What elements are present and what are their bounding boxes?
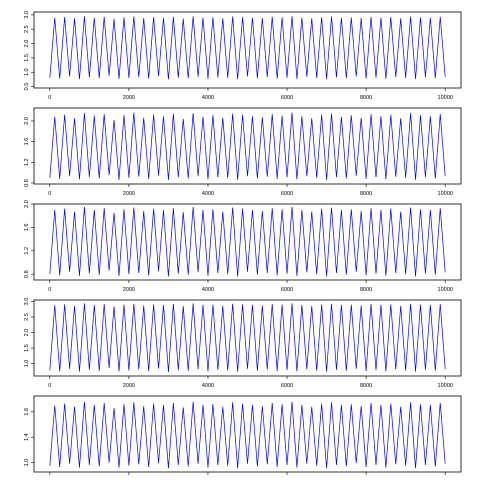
plot-frame	[33, 203, 462, 281]
x-tick-label: 4000	[202, 95, 214, 101]
x-tick-label: 2000	[123, 383, 135, 389]
y-tick-label: 2.0	[24, 329, 30, 337]
trace-line	[49, 206, 446, 277]
x-tick-label: 0	[48, 191, 51, 197]
y-tick-label: 1.0	[24, 68, 30, 76]
x-tick-label: 4000	[202, 383, 214, 389]
plot-frame	[33, 11, 462, 89]
y-tick-label: 2.0	[24, 40, 30, 48]
x-tick-label: 10000	[438, 383, 453, 389]
x-tick-label: 10000	[438, 191, 453, 197]
y-tick-label: 2.5	[24, 25, 30, 33]
x-tick-label: 8000	[360, 95, 372, 101]
y-tick-label: 1.0	[24, 360, 30, 368]
y-tick-label: 1.6	[24, 138, 30, 146]
y-tick-label: 1.2	[24, 247, 30, 255]
x-tick-label: 2000	[123, 95, 135, 101]
plot-frame	[33, 107, 462, 185]
x-tick-label: 6000	[281, 287, 293, 293]
x-tick-label: 8000	[360, 383, 372, 389]
trace-line	[49, 112, 446, 180]
y-tick-label: 1.5	[24, 54, 30, 62]
y-tick-label: 0.8	[24, 270, 30, 278]
y-tick-label: 1.5	[24, 344, 30, 352]
x-tick-label: 4000	[202, 287, 214, 293]
y-tick-label: 1.4	[24, 433, 30, 441]
y-tick-label: 1.0	[24, 459, 30, 467]
x-tick-label: 8000	[360, 287, 372, 293]
x-tick-label: 0	[48, 383, 51, 389]
trace-line	[49, 303, 446, 372]
x-tick-label: 10000	[438, 95, 453, 101]
x-tick-label: 10000	[438, 287, 453, 293]
plot-frame	[33, 299, 462, 377]
x-tick-label: 2000	[123, 287, 135, 293]
y-tick-label: 2.5	[24, 313, 30, 321]
y-tick-label: 1.6	[24, 224, 30, 232]
x-tick-label: 6000	[281, 383, 293, 389]
plot-frame	[33, 395, 462, 473]
x-tick-label: 6000	[281, 95, 293, 101]
x-tick-label: 8000	[360, 191, 372, 197]
y-tick-label: 3.0	[24, 298, 30, 306]
y-tick-label: 2.0	[24, 117, 30, 125]
x-tick-label: 2000	[123, 191, 135, 197]
y-tick-label: 3.0	[24, 11, 30, 19]
y-tick-label: 1.2	[24, 158, 30, 166]
x-tick-label: 0	[48, 287, 51, 293]
trace-line	[49, 401, 446, 469]
x-tick-label: 0	[48, 95, 51, 101]
x-tick-label: 6000	[281, 191, 293, 197]
y-tick-label: 0.8	[24, 179, 30, 187]
y-tick-label: 2.0	[24, 200, 30, 208]
trace-line	[49, 16, 446, 80]
x-tick-label: 4000	[202, 191, 214, 197]
y-tick-label: 1.8	[24, 408, 30, 416]
y-tick-label: 0.5	[24, 83, 30, 91]
